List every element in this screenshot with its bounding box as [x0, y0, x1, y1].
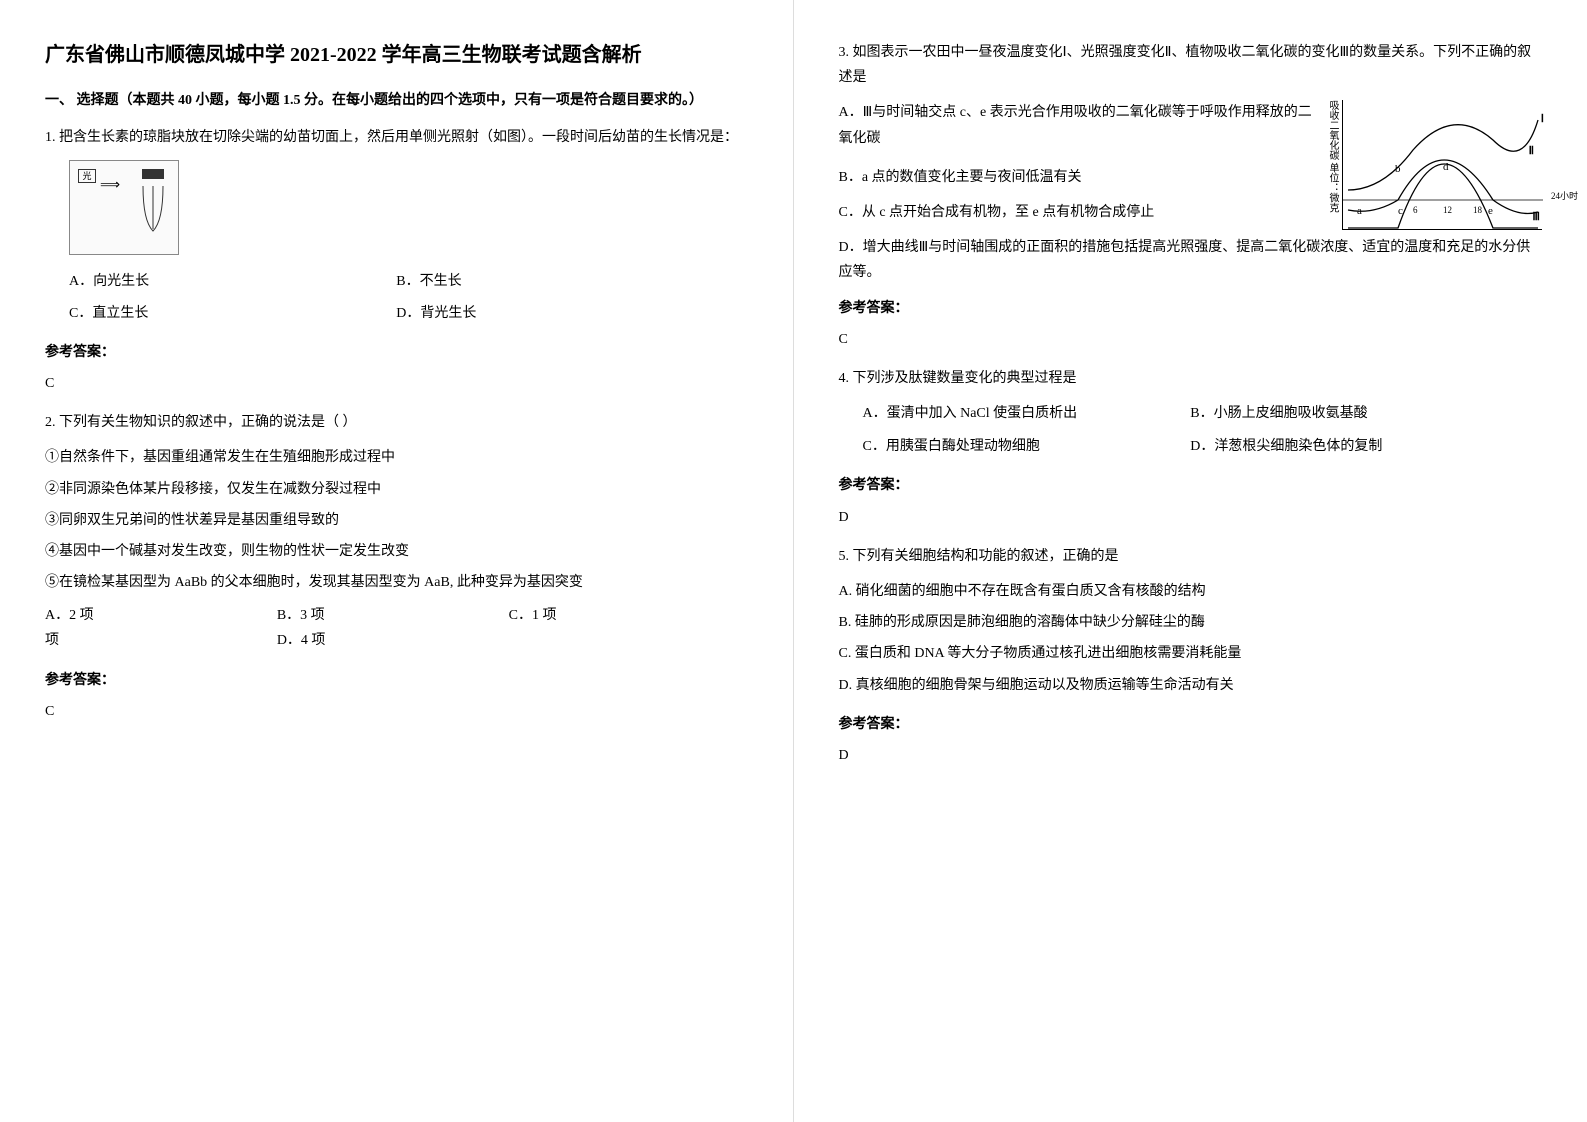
- q1-diagram: 光 ⟹: [69, 160, 179, 255]
- answer-label-4: 参考答案：: [839, 473, 1543, 498]
- label-18: 18: [1473, 202, 1482, 218]
- label-III: Ⅲ: [1532, 208, 1540, 228]
- q5-text: 5. 下列有关细胞结构和功能的叙述，正确的是: [839, 544, 1543, 569]
- label-c: c: [1398, 202, 1403, 222]
- q3-opt-d: D．增大曲线Ⅲ与时间轴围成的正面积的措施包括提高光照强度、提高二氧化碳浓度、适宜…: [839, 235, 1543, 285]
- q2-s3: ③同卵双生兄弟间的性状差异是基因重组导致的: [45, 508, 748, 533]
- light-label: 光: [78, 169, 96, 183]
- q2-s2: ②非同源染色体某片段移接，仅发生在减数分裂过程中: [45, 477, 748, 502]
- agar-block: [142, 169, 164, 179]
- label-b: b: [1395, 160, 1401, 180]
- q4-opt-c: C．用胰蛋白酶处理动物细胞: [839, 434, 1191, 459]
- q2-s4: ④基因中一个碱基对发生改变，则生物的性状一定发生改变: [45, 539, 748, 564]
- q5-opt-c: C. 蛋白质和 DNA 等大分子物质通过核孔进出细胞核需要消耗能量: [839, 641, 1543, 666]
- q1-opt-d: D．背光生长: [396, 301, 747, 326]
- q2-opt-c2: 项: [45, 628, 277, 653]
- q1-opt-c: C．直立生长: [45, 301, 396, 326]
- answer-label: 参考答案：: [45, 340, 748, 365]
- q2-opt-a: A．2 项: [45, 603, 277, 628]
- q3-chart: Ⅰ Ⅱ Ⅲ a b c d e 6 12 18 24小时 吸收二氧化碳 单位：微…: [1342, 100, 1542, 230]
- answer-label-3: 参考答案：: [839, 296, 1543, 321]
- q3-opt-a: A．Ⅲ与时间轴交点 c、e 表示光合作用吸收的二氧化碳等于呼吸作用释放的二氧化碳: [839, 100, 1323, 150]
- q2-answer: C: [45, 699, 748, 724]
- q2-opt-c: C．1 项: [509, 603, 741, 628]
- q5-opt-d: D. 真核细胞的细胞骨架与细胞运动以及物质运输等生命活动有关: [839, 673, 1543, 698]
- q1-opt-a: A．向光生长: [45, 269, 396, 294]
- question-4: 4. 下列涉及肽键数量变化的典型过程是 A．蛋清中加入 NaCl 使蛋白质析出 …: [839, 366, 1543, 460]
- label-I: Ⅰ: [1541, 110, 1544, 130]
- q2-opt-b: B．3 项: [277, 603, 509, 628]
- q5-answer: D: [839, 743, 1543, 768]
- q4-opt-a: A．蛋清中加入 NaCl 使蛋白质析出: [839, 401, 1191, 426]
- q3-text: 3. 如图表示一农田中一昼夜温度变化Ⅰ、光照强度变化Ⅱ、植物吸收二氧化碳的变化Ⅲ…: [839, 40, 1543, 90]
- q4-text: 4. 下列涉及肽键数量变化的典型过程是: [839, 366, 1543, 391]
- shoot-icon: [138, 181, 168, 236]
- label-a: a: [1357, 202, 1362, 222]
- q4-opt-d: D．洋葱根尖细胞染色体的复制: [1190, 434, 1542, 459]
- answer-label-5: 参考答案：: [839, 712, 1543, 737]
- label-d: d: [1443, 158, 1449, 178]
- label-12: 12: [1443, 202, 1452, 218]
- ylabel: 吸收二氧化碳 单位：微克: [1323, 100, 1341, 230]
- q5-opt-a: A. 硝化细菌的细胞中不存在既含有蛋白质又含有核酸的结构: [839, 579, 1543, 604]
- label-6: 6: [1413, 202, 1418, 218]
- question-2: 2. 下列有关生物知识的叙述中，正确的说法是（ ） ①自然条件下，基因重组通常发…: [45, 410, 748, 654]
- page-title: 广东省佛山市顺德凤城中学 2021-2022 学年高三生物联考试题含解析: [45, 40, 748, 70]
- question-5: 5. 下列有关细胞结构和功能的叙述，正确的是 A. 硝化细菌的细胞中不存在既含有…: [839, 544, 1543, 698]
- q1-answer: C: [45, 371, 748, 396]
- q3-answer: C: [839, 327, 1543, 352]
- arrow-icon: ⟹: [100, 173, 120, 198]
- question-1: 1. 把含生长素的琼脂块放在切除尖端的幼苗切面上，然后用单侧光照射（如图）。一段…: [45, 125, 748, 326]
- q4-answer: D: [839, 505, 1543, 530]
- xlabel: 24小时: [1551, 188, 1578, 204]
- section-heading: 一、 选择题（本题共 40 小题，每小题 1.5 分。在每小题给出的四个选项中，…: [45, 88, 748, 113]
- q1-opt-b: B．不生长: [396, 269, 747, 294]
- answer-label-2: 参考答案：: [45, 668, 748, 693]
- q2-s5: ⑤在镜检某基因型为 AaBb 的父本细胞时，发现其基因型变为 AaB, 此种变异…: [45, 570, 748, 595]
- q2-text: 2. 下列有关生物知识的叙述中，正确的说法是（ ）: [45, 410, 748, 435]
- q5-opt-b: B. 硅肺的形成原因是肺泡细胞的溶酶体中缺少分解硅尘的酶: [839, 610, 1543, 635]
- label-e: e: [1488, 202, 1493, 222]
- q1-text: 1. 把含生长素的琼脂块放在切除尖端的幼苗切面上，然后用单侧光照射（如图）。一段…: [45, 125, 748, 150]
- q4-opt-b: B．小肠上皮细胞吸收氨基酸: [1190, 401, 1542, 426]
- label-II: Ⅱ: [1529, 142, 1534, 162]
- q2-opt-d: D．4 项: [277, 628, 509, 653]
- q2-s1: ①自然条件下，基因重组通常发生在生殖细胞形成过程中: [45, 445, 748, 470]
